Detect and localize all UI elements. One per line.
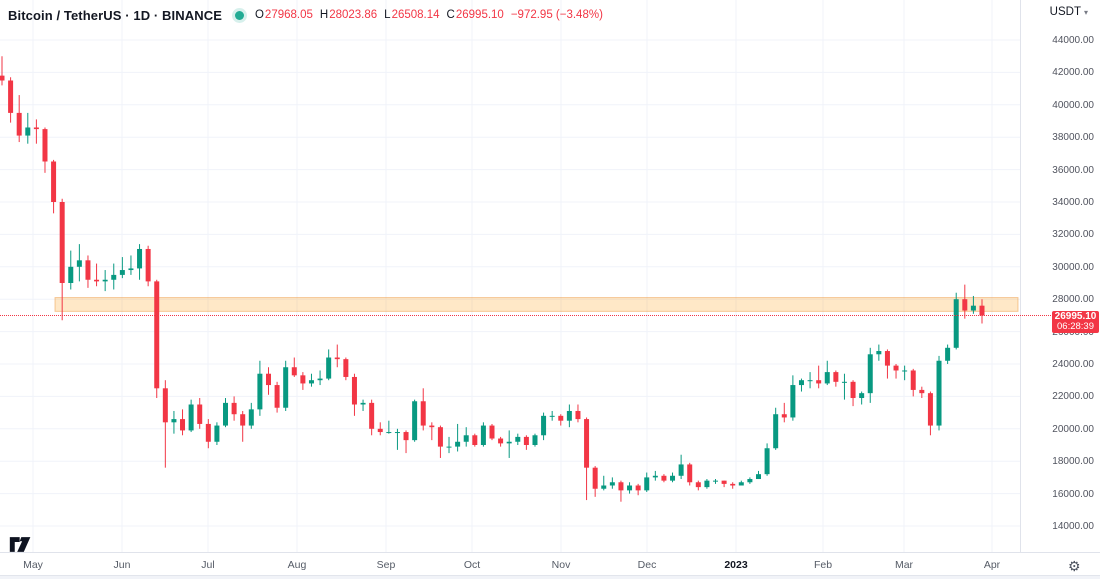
chart-canvas	[0, 0, 1020, 552]
market-status-icon	[234, 10, 244, 20]
last-price-value: 26995.10	[1054, 311, 1097, 323]
currency-unit-selector[interactable]: USDT ▾	[1050, 6, 1088, 18]
price-axis-label: 38000.00	[1052, 132, 1094, 144]
price-axis-label: 14000.00	[1052, 521, 1094, 532]
supply-zone-rectangle	[54, 297, 1019, 312]
time-axis-label: Sep	[376, 559, 396, 571]
open-label: O	[254, 9, 264, 21]
price-axis[interactable]: 44000.00 42000.00 40000.00 38000.00 36000.00…	[1020, 0, 1100, 552]
time-axis-label: May	[23, 559, 43, 571]
chart-legend: Bitcoin / TetherUS · 1D · BINANCE O 27968…	[8, 5, 603, 25]
time-axis-label: Nov	[551, 559, 571, 571]
price-axis-label: 32000.00	[1052, 229, 1094, 241]
high-label: H	[319, 9, 329, 21]
open-value: 27968.05	[264, 9, 313, 21]
low-label: L	[384, 9, 391, 21]
last-price-tag: 26995.10 06:28:39	[1052, 311, 1099, 334]
price-axis-label: 42000.00	[1052, 67, 1094, 79]
price-axis-label: 22000.00	[1052, 391, 1094, 403]
time-axis-label: Jul	[201, 559, 215, 571]
price-axis-label: 24000.00	[1052, 359, 1094, 370]
bottom-edge	[0, 575, 1100, 579]
chevron-down-icon: ▾	[1083, 7, 1088, 17]
time-axis-label: Jun	[113, 559, 131, 571]
price-axis-label: 28000.00	[1052, 294, 1094, 306]
time-axis-label: Mar	[894, 559, 914, 571]
bar-countdown: 06:28:39	[1057, 321, 1094, 333]
time-axis-label: Apr	[983, 559, 1001, 571]
tradingview-logo[interactable]	[9, 536, 32, 558]
last-price-line	[0, 315, 1053, 317]
low-value: 26508.14	[391, 9, 440, 21]
time-axis-label: Dec	[637, 559, 657, 571]
price-axis-label: 44000.00	[1052, 35, 1094, 46]
price-axis-label: 20000.00	[1052, 423, 1094, 435]
time-axis-settings-gear-icon[interactable]: ⚙	[1068, 558, 1081, 574]
close-label: C	[446, 9, 455, 21]
price-axis-label: 40000.00	[1052, 99, 1094, 111]
tradingview-logo-icon	[9, 537, 31, 552]
price-axis-label: 18000.00	[1052, 456, 1094, 468]
price-axis-label: 30000.00	[1052, 261, 1094, 273]
ohlc-values: O 27968.05 H 28023.86 L 26508.14 C 26995.10 …	[255, 9, 603, 21]
price-axis-label: 36000.00	[1052, 164, 1094, 176]
currency-label: USDT	[1049, 6, 1081, 18]
high-value: 28023.86	[329, 9, 378, 21]
time-axis-label: Oct	[463, 559, 481, 571]
price-axis-label: 16000.00	[1052, 488, 1094, 500]
time-axis-label: 2023	[724, 559, 748, 571]
price-axis-label: 34000.00	[1052, 197, 1094, 208]
time-axis-label: Aug	[287, 559, 307, 571]
time-axis[interactable]: May Jun Jul Aug Sep Oct Nov Dec 2023 Feb Mar Apr	[0, 552, 1100, 575]
change-value: −972.95 (−3.48%)	[510, 9, 603, 21]
close-value: 26995.10	[455, 9, 504, 21]
candlestick-chart[interactable]	[0, 0, 1020, 552]
time-axis-label: Feb	[813, 559, 833, 571]
symbol-title[interactable]: Bitcoin / TetherUS · 1D · BINANCE	[8, 7, 222, 23]
